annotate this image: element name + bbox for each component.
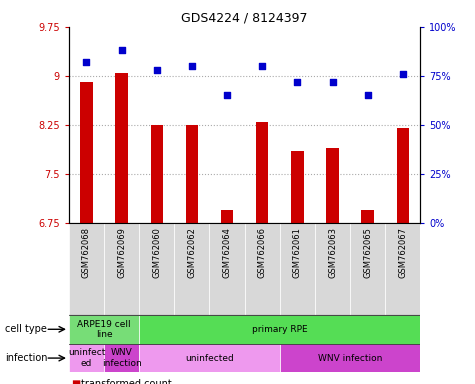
Text: GSM762069: GSM762069	[117, 227, 126, 278]
Text: primary RPE: primary RPE	[252, 325, 308, 334]
Text: GSM762062: GSM762062	[188, 227, 196, 278]
Point	[294, 79, 301, 85]
Bar	[139, 344, 280, 372]
Text: transformed count: transformed count	[81, 379, 171, 384]
Point	[329, 79, 336, 85]
Point	[364, 92, 371, 98]
Point	[118, 47, 125, 53]
Bar	[221, 210, 233, 223]
Point	[223, 92, 231, 98]
Text: uninfect
ed: uninfect ed	[68, 348, 105, 368]
Title: GDS4224 / 8124397: GDS4224 / 8124397	[181, 11, 308, 24]
Text: WNV
infection: WNV infection	[102, 348, 142, 368]
Text: GSM762067: GSM762067	[399, 227, 407, 278]
Bar	[280, 344, 420, 372]
Text: GSM762064: GSM762064	[223, 227, 231, 278]
Bar	[326, 148, 339, 223]
Bar	[291, 151, 304, 223]
Bar	[69, 315, 139, 344]
Text: GSM762063: GSM762063	[328, 227, 337, 278]
Text: ARPE19 cell
line: ARPE19 cell line	[77, 319, 131, 339]
Bar	[209, 223, 245, 315]
Text: ■: ■	[71, 379, 80, 384]
Point	[188, 63, 196, 69]
Text: uninfected: uninfected	[185, 354, 234, 362]
Bar	[139, 315, 420, 344]
Bar	[104, 223, 139, 315]
Bar	[151, 125, 163, 223]
Text: GSM762065: GSM762065	[363, 227, 372, 278]
Bar	[174, 223, 209, 315]
Text: cell type: cell type	[5, 324, 47, 334]
Point	[153, 67, 161, 73]
Text: GSM762060: GSM762060	[152, 227, 161, 278]
Bar	[397, 128, 409, 223]
Bar	[280, 223, 315, 315]
Bar	[315, 223, 350, 315]
Bar	[104, 344, 139, 372]
Bar	[361, 210, 374, 223]
Bar	[139, 223, 174, 315]
Bar	[350, 223, 385, 315]
Bar	[69, 344, 104, 372]
Point	[258, 63, 266, 69]
Bar	[256, 121, 268, 223]
Point	[83, 59, 90, 65]
Text: GSM762068: GSM762068	[82, 227, 91, 278]
Bar	[115, 73, 128, 223]
Bar	[80, 83, 93, 223]
Bar	[245, 223, 280, 315]
Bar	[385, 223, 420, 315]
Text: GSM762066: GSM762066	[258, 227, 266, 278]
Text: WNV infection: WNV infection	[318, 354, 382, 362]
Text: GSM762061: GSM762061	[293, 227, 302, 278]
Bar	[186, 125, 198, 223]
Text: infection: infection	[5, 353, 47, 363]
Point	[399, 71, 407, 77]
Bar	[69, 223, 104, 315]
